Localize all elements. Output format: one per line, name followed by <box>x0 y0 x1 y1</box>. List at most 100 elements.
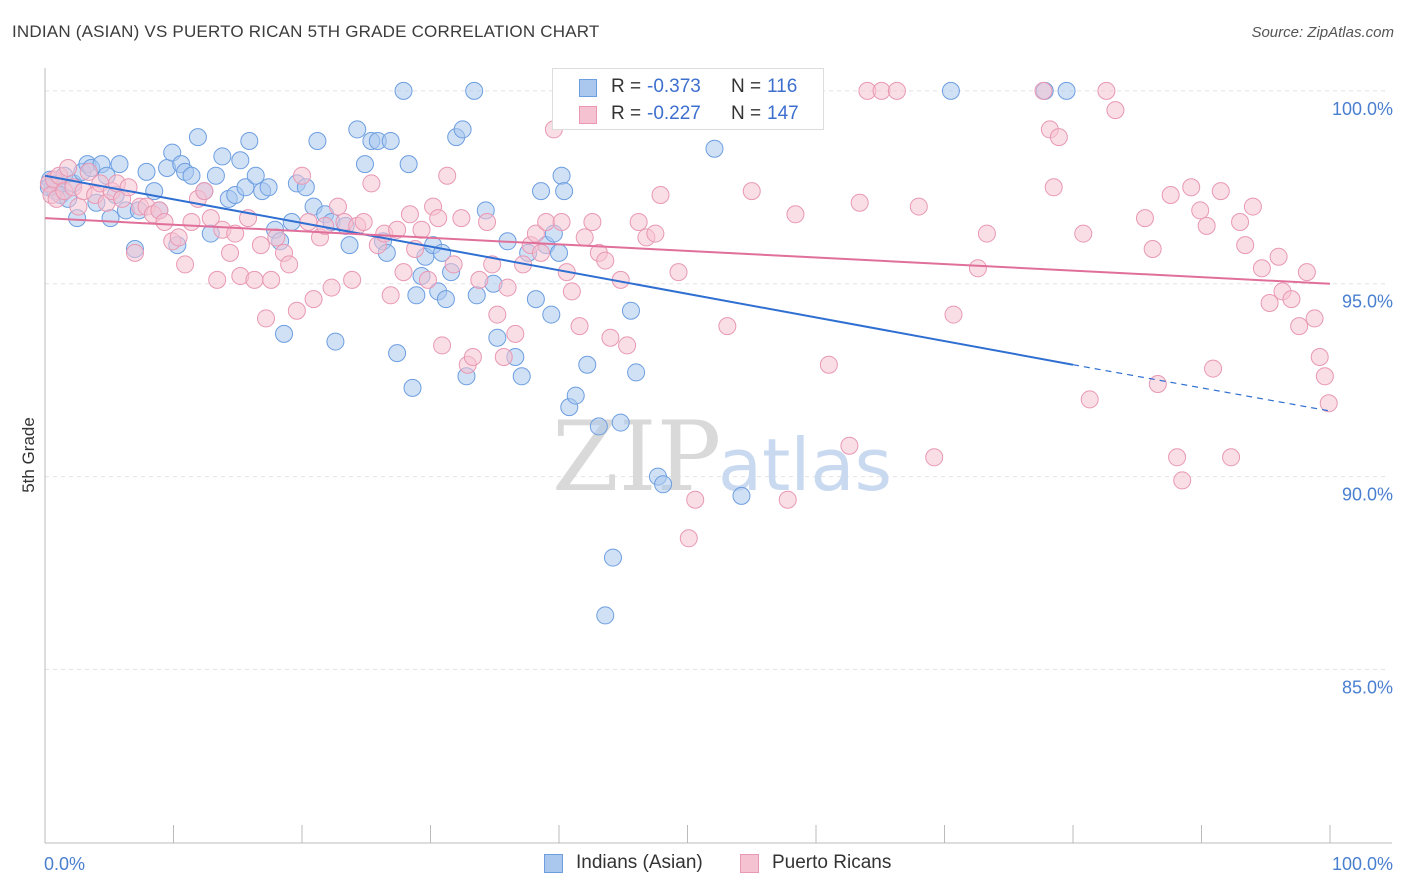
data-point <box>412 220 431 239</box>
data-point <box>925 448 944 467</box>
data-point <box>550 243 568 262</box>
data-point <box>1290 317 1309 336</box>
data-point <box>542 305 561 324</box>
data-point <box>583 213 602 231</box>
legend-swatch-pink <box>740 854 759 873</box>
data-point <box>968 259 987 278</box>
data-point <box>304 290 323 309</box>
data-point <box>909 197 928 216</box>
data-point <box>603 548 622 567</box>
data-point <box>348 120 367 139</box>
data-point <box>101 209 120 228</box>
data-point <box>1319 394 1338 413</box>
data-point <box>195 182 214 201</box>
trend-layer <box>44 174 1331 412</box>
data-point <box>1080 390 1099 409</box>
data-point <box>1231 213 1250 231</box>
data-point <box>176 255 195 274</box>
data-point <box>1269 247 1288 266</box>
legend-label: Indians (Asian) <box>576 852 703 873</box>
data-point <box>467 286 486 305</box>
legend-label: Puerto Ricans <box>772 852 892 873</box>
data-point <box>262 270 281 289</box>
data-point <box>453 120 472 139</box>
data-point <box>328 197 347 216</box>
data-point <box>566 386 585 405</box>
data-point <box>452 209 471 228</box>
data-point <box>1197 216 1216 235</box>
series-blue <box>39 81 1076 625</box>
y-tick-label: 85.0% <box>1342 677 1393 697</box>
data-point <box>407 286 426 305</box>
source-label: Source: ZipAtlas.com <box>1251 24 1394 41</box>
data-point <box>589 417 608 436</box>
data-point <box>488 305 507 324</box>
data-point <box>651 186 670 204</box>
data-point <box>578 355 597 374</box>
data-point <box>819 355 838 374</box>
data-point <box>1097 81 1116 100</box>
legend-swatch-blue <box>544 854 563 873</box>
data-point <box>1049 128 1068 147</box>
stats-swatch-blue <box>579 79 597 97</box>
data-point <box>381 286 400 305</box>
data-point <box>742 182 761 201</box>
data-point <box>400 205 419 224</box>
gridlines <box>45 90 1385 670</box>
data-point <box>1315 367 1334 386</box>
data-point <box>231 151 250 170</box>
data-point <box>840 436 859 455</box>
data-point <box>705 139 724 158</box>
data-point <box>646 224 665 243</box>
data-point <box>977 224 996 243</box>
data-point <box>1143 240 1162 258</box>
chart-title: INDIAN (ASIAN) VS PUERTO RICAN 5TH GRADE… <box>12 22 600 41</box>
data-point <box>537 213 556 231</box>
data-point <box>308 132 327 150</box>
data-point <box>494 348 513 366</box>
data-point <box>287 301 306 320</box>
data-point <box>362 174 381 193</box>
data-point <box>169 228 188 247</box>
data-point <box>532 243 551 262</box>
data-point <box>1252 259 1271 278</box>
data-point <box>498 278 517 297</box>
stats-r-value: -0.373 <box>647 76 701 97</box>
stats-r-value: -0.227 <box>647 103 701 124</box>
trend-line-blue <box>44 174 1074 366</box>
data-point <box>1243 197 1262 216</box>
series-layer <box>39 81 1338 625</box>
data-point <box>79 162 98 181</box>
data-point <box>257 309 276 328</box>
data-point <box>394 81 413 100</box>
data-point <box>245 270 264 289</box>
data-point <box>887 81 906 100</box>
data-point <box>388 344 407 363</box>
stats-swatch-pink <box>579 106 597 124</box>
data-point <box>340 236 359 255</box>
data-point <box>275 324 294 343</box>
data-point <box>110 155 129 174</box>
data-point <box>618 336 637 355</box>
data-point <box>1222 448 1241 467</box>
data-point <box>1297 263 1316 282</box>
data-point <box>125 243 144 262</box>
data-point <box>1074 224 1093 243</box>
data-point <box>512 367 531 386</box>
data-point <box>182 213 201 231</box>
data-point <box>627 363 646 382</box>
data-point <box>621 301 640 320</box>
data-point <box>444 255 463 274</box>
data-point <box>322 278 341 297</box>
data-point <box>732 486 751 505</box>
data-point <box>1034 81 1053 100</box>
data-point <box>137 162 156 181</box>
data-point <box>552 213 571 231</box>
data-point <box>1161 186 1180 204</box>
data-point <box>552 166 571 185</box>
data-point <box>208 270 227 289</box>
data-point <box>850 193 869 212</box>
stats-box: R = -0.373 N = 116 R = -0.227 N = 147 <box>552 68 824 130</box>
data-point <box>119 178 138 197</box>
